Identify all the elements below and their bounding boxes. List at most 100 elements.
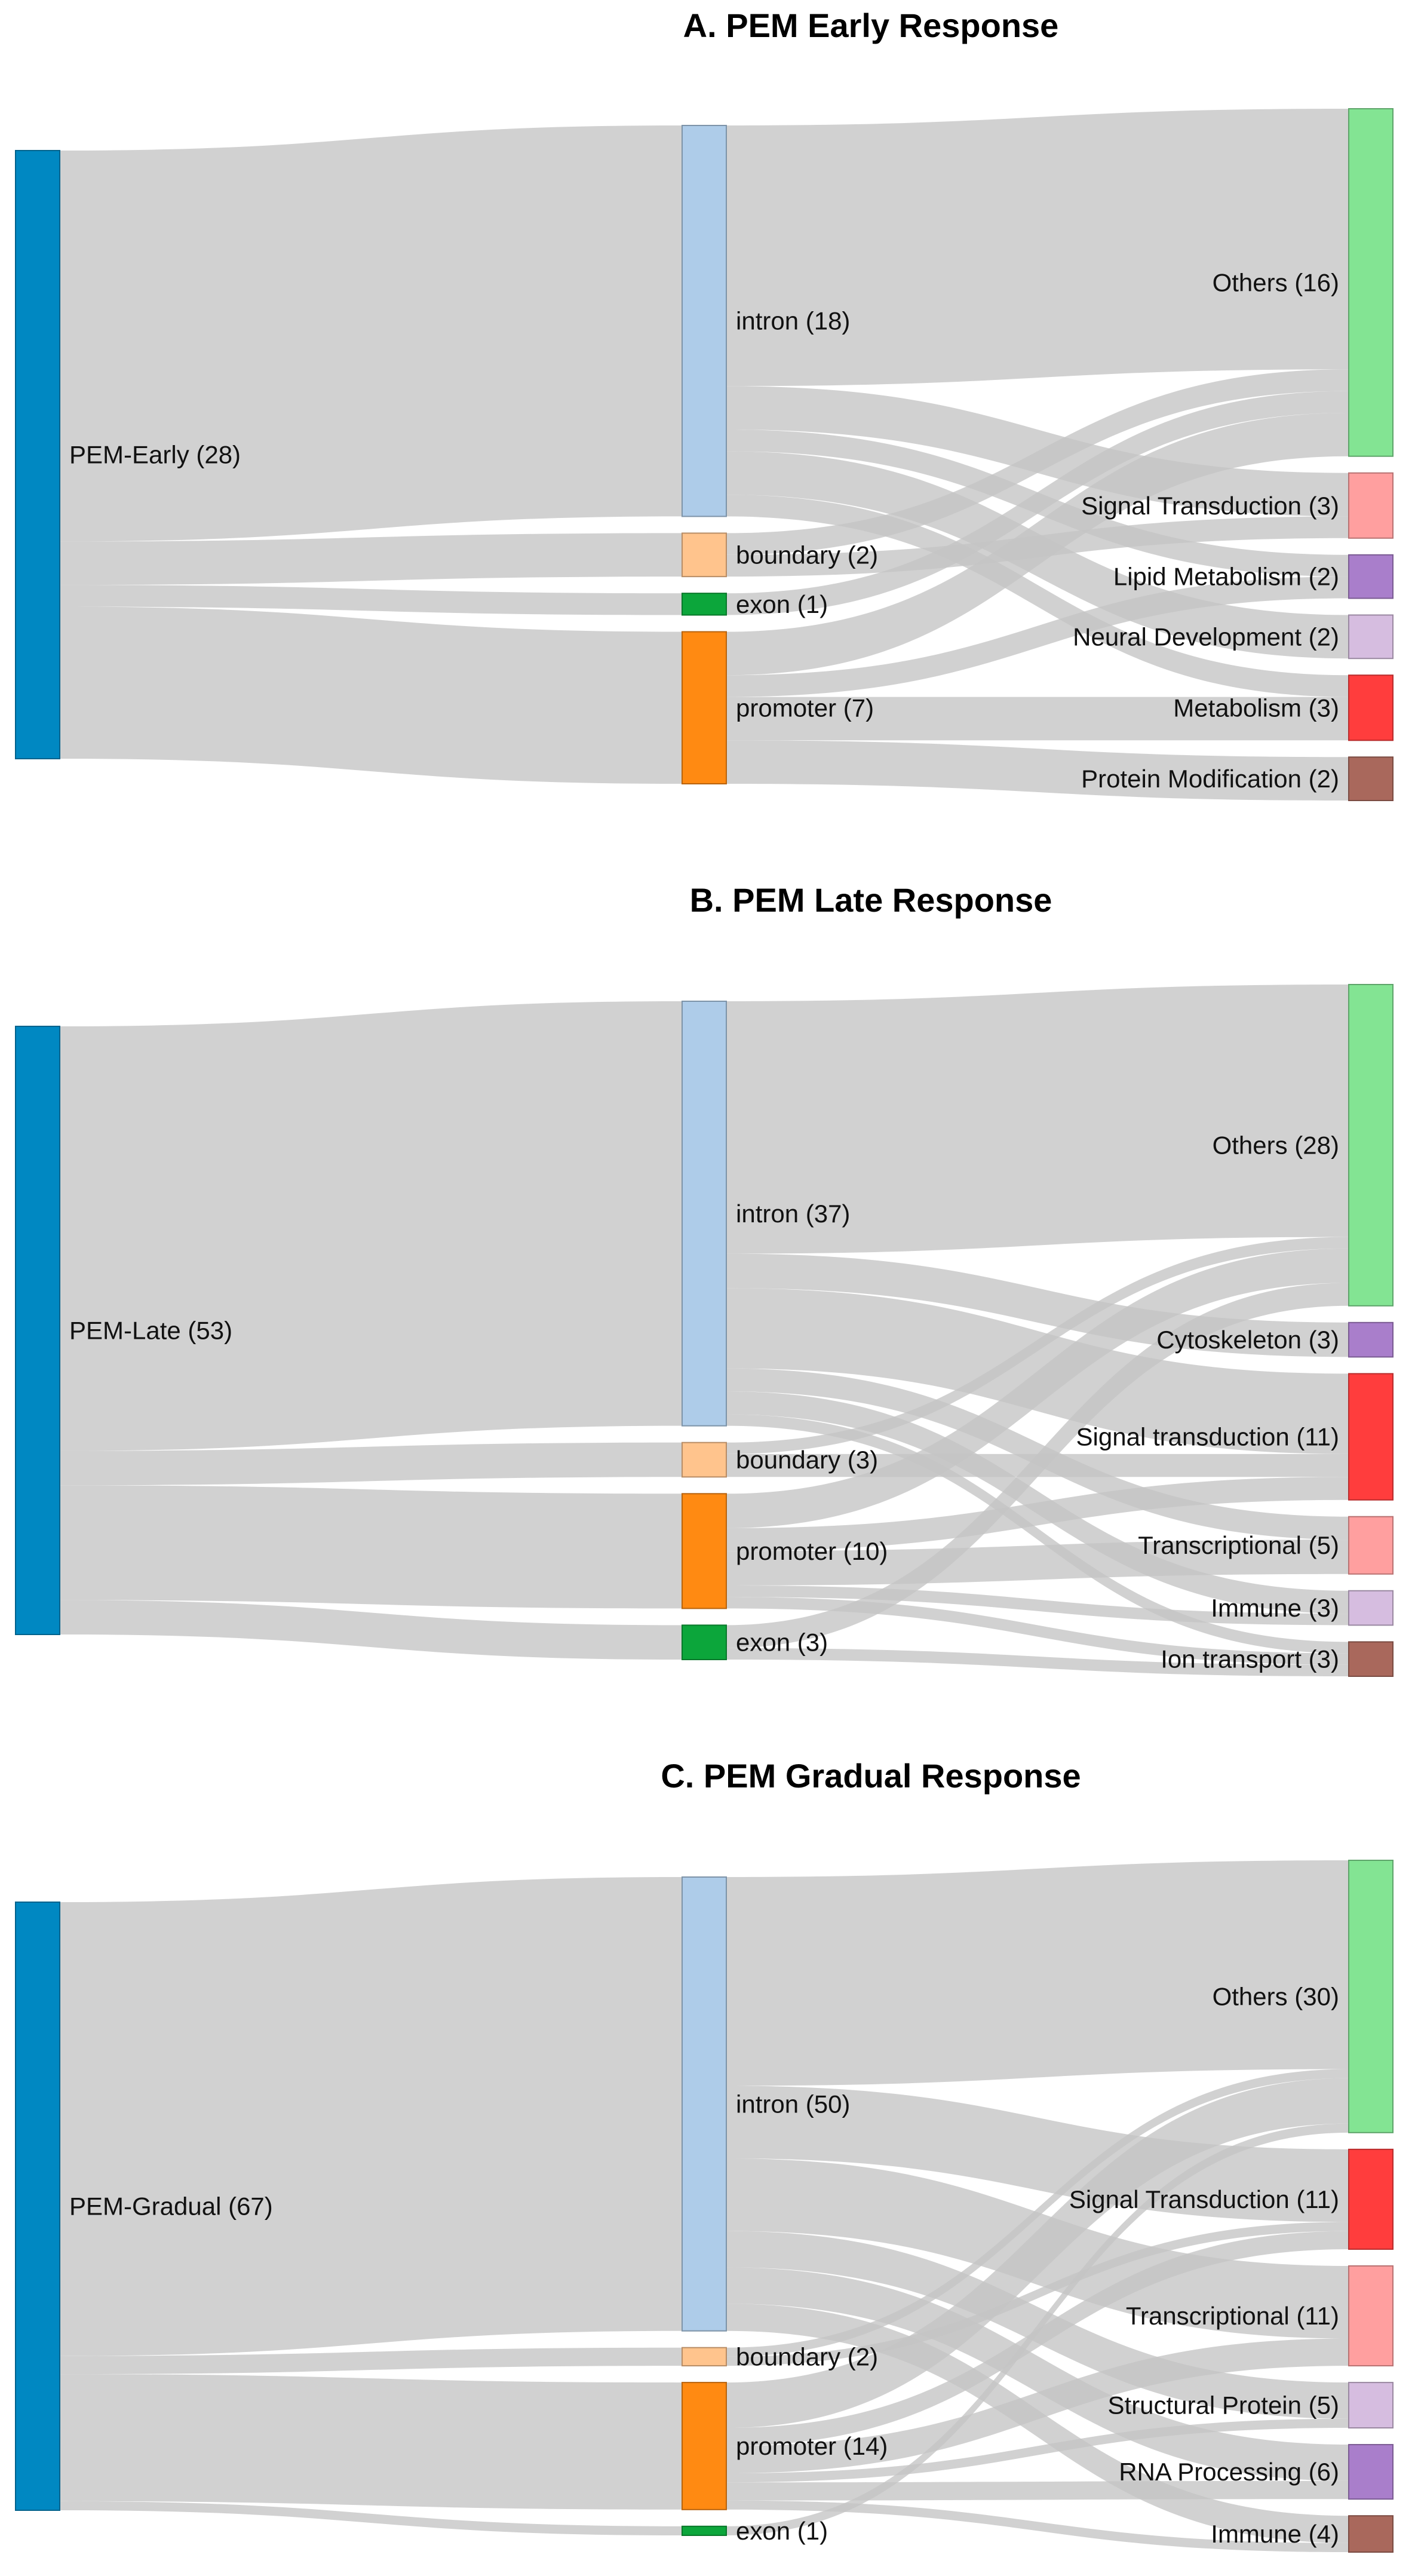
node-group — [15, 1860, 1394, 2553]
node-boundary — [682, 532, 727, 578]
node-immune — [1348, 2515, 1394, 2553]
node-src — [15, 1902, 60, 2511]
node-metab — [1348, 674, 1394, 741]
link-src-to-exon — [60, 1600, 682, 1660]
link-intron-to-ion — [726, 1414, 1349, 1654]
node-label-pem-early-28: PEM-Early (28) — [69, 441, 241, 469]
link-intron-to-others — [726, 985, 1349, 1254]
link-src-to-exon — [60, 585, 682, 615]
node-label-metabolism-3: Metabolism (3) — [1173, 694, 1339, 722]
panel-gradual: C. PEM Gradual Response PEM-Gradual (67)… — [15, 1757, 1394, 2553]
link-group — [60, 109, 1349, 801]
panel-title-late: B. PEM Late Response — [690, 881, 1052, 919]
node-label-immune-3: Immune (3) — [1211, 1594, 1339, 1622]
link-boundary-to-others — [726, 1237, 1349, 1454]
node-label-pem-late-53: PEM-Late (53) — [69, 1317, 232, 1345]
node-promoter — [682, 2382, 727, 2510]
node-struct — [1348, 2382, 1394, 2429]
link-boundary-to-others — [726, 2069, 1349, 2357]
node-label-signal-transduction-11: Signal transduction (11) — [1076, 1423, 1339, 1451]
node-label-protein-modification-2: Protein Modification (2) — [1081, 765, 1339, 793]
node-boundary — [682, 2347, 727, 2367]
node-label-others-16: Others (16) — [1213, 268, 1339, 296]
link-src-to-exon — [60, 2501, 682, 2535]
node-label-transcriptional-5: Transcriptional (5) — [1138, 1531, 1339, 1559]
node-label-boundary-2: boundary (2) — [736, 2342, 878, 2370]
link-intron-to-immune — [726, 2304, 1349, 2543]
link-promoter-to-transc — [726, 2338, 1349, 2474]
node-label-signal-transduction-11: Signal Transduction (11) — [1069, 2185, 1339, 2213]
link-src-to-promoter — [60, 2374, 682, 2510]
node-src — [15, 1026, 60, 1635]
link-intron-to-signal — [726, 1288, 1349, 1454]
node-label-immune-4: Immune (4) — [1211, 2520, 1339, 2548]
node-src — [15, 150, 60, 759]
node-label-exon-1: exon (1) — [736, 2517, 828, 2545]
link-src-to-promoter — [60, 1485, 682, 1609]
node-promoter — [682, 1493, 727, 1609]
node-intron — [682, 125, 727, 517]
node-label-exon-1: exon (1) — [736, 590, 828, 618]
node-label-others-28: Others (28) — [1213, 1131, 1339, 1159]
link-intron-to-others — [726, 1860, 1349, 2086]
link-exon-to-others — [726, 391, 1349, 615]
link-promoter-to-signal — [726, 2231, 1349, 2446]
link-exon-to-ion — [726, 1648, 1349, 1676]
link-promoter-to-lipid — [726, 576, 1349, 697]
node-others — [1348, 1860, 1394, 2133]
panel-early: A. PEM Early Response PEM-Early (28) intr… — [15, 7, 1394, 802]
link-intron-to-others — [726, 109, 1349, 387]
link-exon-to-others — [726, 1283, 1349, 1648]
panel-title-early: A. PEM Early Response — [683, 7, 1059, 44]
link-src-to-promoter — [60, 606, 682, 784]
node-label-intron-18: intron (18) — [736, 307, 850, 335]
link-src-to-intron — [60, 1001, 682, 1451]
link-promoter-to-transc — [726, 1540, 1349, 1586]
node-transc — [1348, 2265, 1394, 2367]
link-boundary-to-signal — [726, 2222, 1349, 2366]
link-intron-to-signal — [726, 2086, 1349, 2222]
label-group: PEM-Early (28) intron (18) boundary (2) exo… — [69, 268, 1339, 793]
link-promoter-to-signal — [726, 1477, 1349, 1551]
link-src-to-intron — [60, 1877, 682, 2356]
node-promoter — [682, 631, 727, 784]
link-exon-to-others — [726, 2123, 1349, 2535]
link-promoter-to-metab — [726, 697, 1349, 741]
panel-title-gradual: C. PEM Gradual Response — [661, 1757, 1081, 1795]
node-intron — [682, 1876, 727, 2332]
node-transc — [1348, 1516, 1394, 1575]
label-group: PEM-Gradual (67) intron (50) boundary (2) p… — [69, 1982, 1339, 2548]
node-label-boundary-2: boundary (2) — [736, 541, 878, 569]
link-src-to-boundary — [60, 2347, 682, 2375]
node-group — [15, 108, 1394, 802]
node-boundary — [682, 1442, 727, 1478]
node-label-lipid-metabolism-2: Lipid Metabolism (2) — [1113, 563, 1339, 591]
link-promoter-to-immune — [726, 2500, 1349, 2552]
link-intron-to-metab — [726, 495, 1349, 697]
node-signal — [1348, 1373, 1394, 1501]
link-promoter-to-protein — [726, 740, 1349, 801]
node-label-rna-processing-6: RNA Processing (6) — [1119, 2458, 1339, 2486]
node-label-intron-50: intron (50) — [736, 2090, 850, 2118]
node-signal — [1348, 472, 1394, 539]
node-rna — [1348, 2444, 1394, 2500]
node-group — [15, 984, 1394, 1678]
node-label-boundary-3: boundary (3) — [736, 1446, 878, 1474]
node-label-exon-3: exon (3) — [736, 1629, 828, 1657]
link-promoter-to-struct — [726, 2418, 1349, 2483]
link-promoter-to-others — [726, 1248, 1349, 1528]
node-protein — [1348, 756, 1394, 802]
node-label-transcriptional-11: Transcriptional (11) — [1126, 2302, 1339, 2330]
node-others — [1348, 984, 1394, 1307]
node-cyto — [1348, 1321, 1394, 1358]
node-label-intron-37: intron (37) — [736, 1200, 850, 1228]
node-label-pem-gradual-67: PEM-Gradual (67) — [69, 2192, 273, 2221]
node-exon — [682, 2525, 727, 2537]
link-promoter-to-ion — [726, 1597, 1349, 1665]
node-exon — [682, 1624, 727, 1661]
link-boundary-to-others — [726, 369, 1349, 555]
node-ion — [1348, 1641, 1394, 1678]
node-signal — [1348, 2148, 1394, 2250]
node-neural — [1348, 614, 1394, 660]
